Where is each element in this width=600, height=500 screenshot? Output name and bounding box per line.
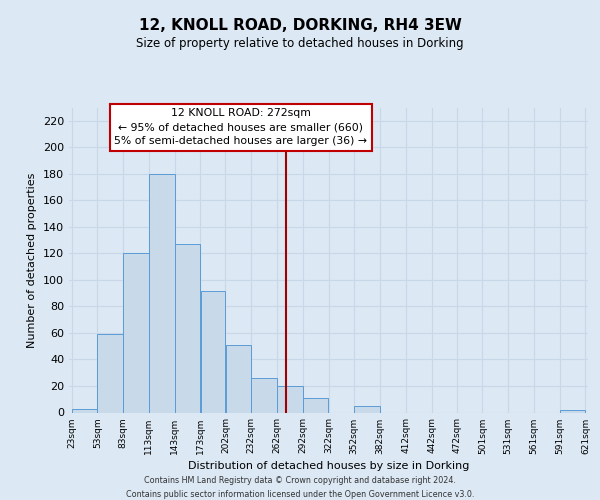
Bar: [72, 408, 97, 412]
Bar: [123, 254, 149, 412]
Bar: [303, 398, 328, 412]
Bar: [200, 290, 225, 412]
Y-axis label: Number of detached properties: Number of detached properties: [28, 172, 37, 348]
Text: 12, KNOLL ROAD, DORKING, RH4 3EW: 12, KNOLL ROAD, DORKING, RH4 3EW: [139, 18, 461, 32]
Bar: [97, 334, 123, 412]
Bar: [251, 378, 277, 412]
Bar: [560, 410, 585, 412]
Text: 12 KNOLL ROAD: 272sqm
← 95% of detached houses are smaller (660)
5% of semi-deta: 12 KNOLL ROAD: 272sqm ← 95% of detached …: [115, 108, 367, 146]
Text: Contains public sector information licensed under the Open Government Licence v3: Contains public sector information licen…: [126, 490, 474, 499]
Bar: [226, 345, 251, 412]
Bar: [355, 406, 380, 412]
Bar: [175, 244, 200, 412]
Text: Contains HM Land Registry data © Crown copyright and database right 2024.: Contains HM Land Registry data © Crown c…: [144, 476, 456, 485]
Bar: [277, 386, 302, 412]
X-axis label: Distribution of detached houses by size in Dorking: Distribution of detached houses by size …: [188, 460, 469, 470]
Bar: [149, 174, 175, 412]
Text: Size of property relative to detached houses in Dorking: Size of property relative to detached ho…: [136, 38, 464, 51]
